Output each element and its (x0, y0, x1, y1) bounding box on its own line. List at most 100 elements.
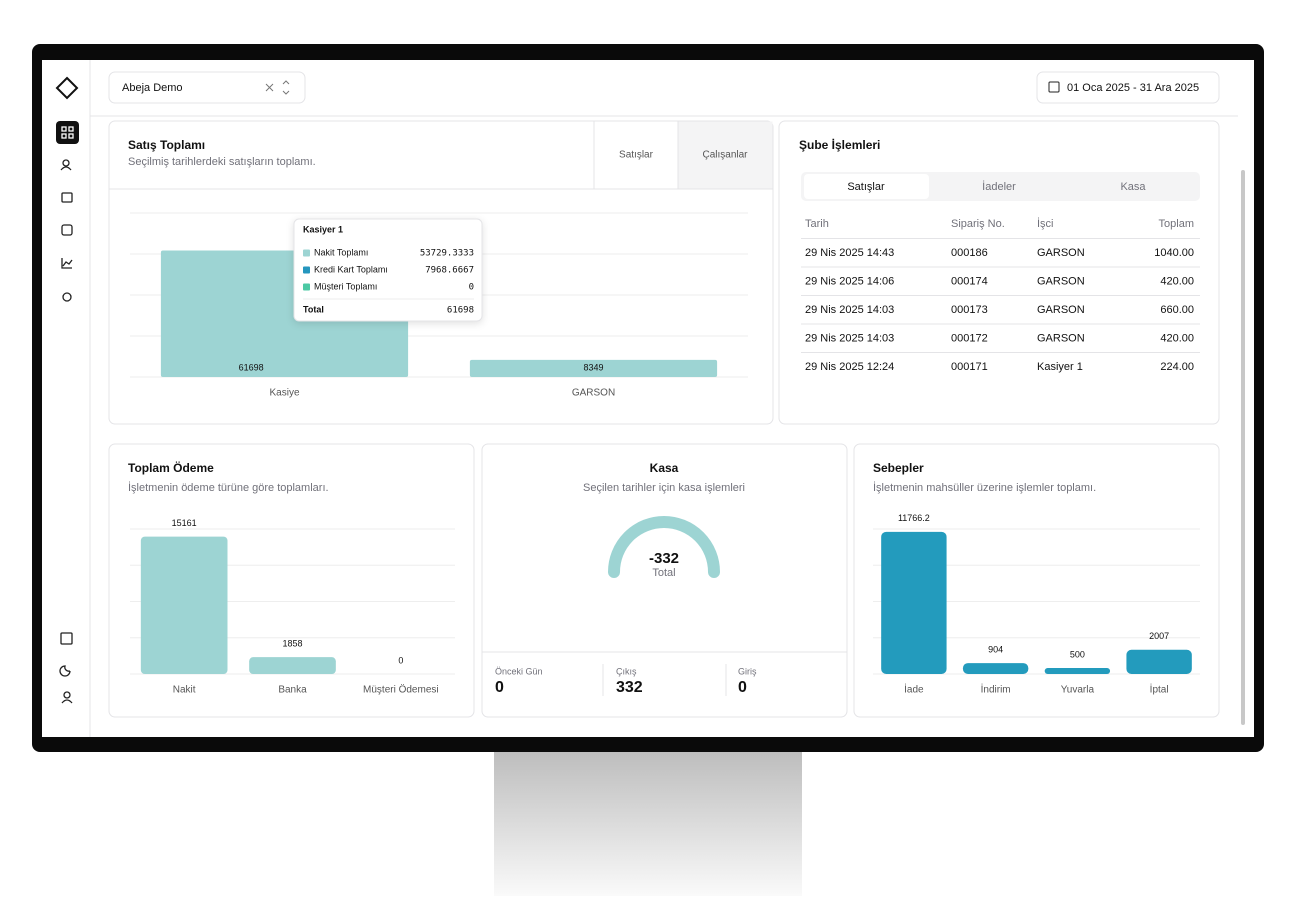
gauge-value: -332 (649, 550, 679, 567)
tooltip-row-name: Nakit Toplamı (314, 247, 368, 257)
stat-value: 0 (738, 679, 747, 696)
stat-label: Çıkış (616, 666, 637, 676)
scrollbar[interactable] (1241, 170, 1245, 725)
nav-settings[interactable] (62, 292, 72, 302)
bar (881, 531, 947, 674)
table-cell: 29 Nis 2025 14:06 (805, 275, 894, 287)
table-cell: 29 Nis 2025 12:24 (805, 361, 894, 373)
bar (469, 359, 718, 377)
table-cell: 29 Nis 2025 14:03 (805, 304, 894, 316)
company-select[interactable] (108, 71, 306, 104)
bar-value-label: 904 (988, 644, 1003, 654)
date-range: 01 Oca 2025 - 31 Ara 2025 (1067, 82, 1199, 94)
bar-value-label: 15161 (172, 518, 197, 528)
bar-value-label: 11766.2 (898, 513, 930, 523)
bar-value-label: 61698 (239, 362, 264, 372)
x-category-label: Müşteri Ödemesi (363, 684, 439, 696)
tab[interactable]: Satışlar (619, 150, 654, 161)
x-category-label: GARSON (572, 388, 615, 399)
table-cell: 224.00 (1160, 361, 1194, 373)
tooltip (293, 218, 483, 322)
branch-card (778, 120, 1220, 425)
table-cell: 000171 (951, 361, 988, 373)
bar-value-label: 8349 (583, 362, 603, 372)
tooltip-row-name: Kredi Kart Toplamı (314, 264, 388, 274)
tooltip-row-name: Müşteri Toplamı (314, 281, 377, 291)
card-subtitle: Seçilen tarihler için kasa işlemleri (583, 482, 745, 494)
legend-swatch (303, 283, 310, 291)
bar (1126, 649, 1192, 674)
table-cell: 420.00 (1160, 332, 1194, 344)
table-header: Toplam (1159, 218, 1194, 230)
tab[interactable]: İadeler (982, 180, 1016, 193)
table-cell: GARSON (1037, 304, 1085, 316)
tooltip-title: Kasiyer 1 (303, 224, 343, 234)
stat-value: 332 (616, 679, 643, 696)
date-picker[interactable] (1036, 71, 1220, 104)
nav-orders[interactable] (61, 192, 73, 203)
card-title: Satış Toplamı (128, 138, 205, 152)
bar-value-label: 1858 (282, 639, 302, 649)
tab-active[interactable] (804, 174, 929, 199)
table-cell: 000174 (951, 275, 988, 287)
bar (1044, 667, 1111, 674)
tab-active-bg (678, 121, 773, 190)
select-controls[interactable] (265, 80, 290, 95)
table-cell: 420.00 (1160, 275, 1194, 287)
nav-products[interactable] (61, 224, 73, 236)
table-header: İşci (1037, 217, 1054, 230)
theme-toggle[interactable] (59, 665, 71, 677)
stat-label: Giriş (738, 666, 757, 676)
company-name: Abeja Demo (122, 82, 183, 94)
tab[interactable]: Satışlar (847, 181, 885, 193)
cash-card (481, 443, 848, 718)
nav-users[interactable] (62, 159, 70, 167)
table-cell: Kasiyer 1 (1037, 361, 1083, 373)
stat-label: Önceki Gün (495, 666, 543, 676)
tooltip-row-value: 7968.6667 (425, 266, 474, 276)
stat-value: 0 (495, 679, 504, 696)
table-cell: 660.00 (1160, 304, 1194, 316)
bar-value-label: 500 (1070, 649, 1085, 659)
x-category-label: İptal (1150, 683, 1169, 696)
table-cell: 000173 (951, 304, 988, 316)
tooltip-row-value: 0 (469, 283, 474, 293)
x-category-label: İade (904, 683, 924, 696)
x-category-label: Yuvarla (1061, 685, 1095, 696)
x-category-label: Nakit (173, 685, 196, 696)
bar (962, 663, 1029, 674)
card-subtitle: İşletmenin ödeme türüne göre toplamları. (128, 481, 329, 494)
table-cell: 29 Nis 2025 14:03 (805, 332, 894, 344)
table-cell: GARSON (1037, 332, 1085, 344)
bar (249, 657, 336, 674)
tab[interactable]: Kasa (1120, 181, 1146, 193)
profile[interactable] (63, 691, 71, 699)
table-cell: 000172 (951, 332, 988, 344)
nav-dashboard[interactable] (56, 121, 79, 144)
gauge-arc (608, 516, 720, 578)
sidebar-toggle[interactable] (60, 632, 73, 645)
x-category-label: Kasiye (269, 388, 299, 399)
table-cell: GARSON (1037, 275, 1085, 287)
tab[interactable]: Çalışanlar (702, 150, 748, 161)
table-cell: GARSON (1037, 247, 1085, 259)
legend-swatch (303, 249, 310, 257)
nav-reports[interactable] (61, 258, 73, 269)
card-title: Şube İşlemleri (799, 137, 880, 152)
tooltip-total-label: Total (303, 304, 324, 314)
card-subtitle: Seçilmiş tarihlerdeki satışların toplamı… (128, 156, 316, 168)
bar-value-label: 0 (398, 655, 403, 665)
card-title: Kasa (650, 461, 679, 475)
table-header: Sipariş No. (951, 218, 1005, 230)
card-title: Toplam Ödeme (128, 460, 214, 475)
bar (140, 536, 228, 674)
table-cell: 1040.00 (1154, 247, 1194, 259)
logo[interactable] (55, 76, 79, 100)
table-cell: 29 Nis 2025 14:43 (805, 247, 894, 259)
tooltip-row-value: 53729.3333 (420, 249, 474, 259)
legend-swatch (303, 266, 310, 274)
gauge-label: Total (652, 567, 675, 579)
monitor-stand (494, 752, 802, 896)
x-category-label: Banka (278, 685, 307, 696)
